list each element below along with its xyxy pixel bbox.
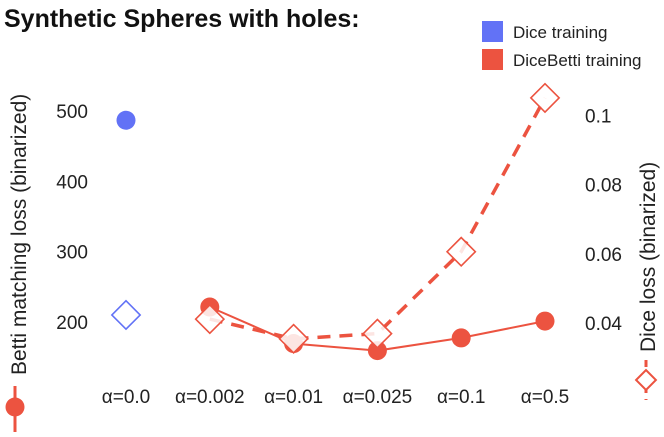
right-axis-legend-marker	[634, 368, 658, 392]
left-tick-label: 300	[56, 243, 88, 264]
right-tick-label: 0.08	[585, 176, 622, 197]
left-tick-label: 400	[56, 172, 88, 193]
left-tick-label: 500	[56, 102, 88, 123]
right-tick-label: 0.06	[585, 245, 622, 266]
x-tick-label: α=0.5	[521, 387, 570, 408]
dicebetti-training-betti-matching-loss-point	[451, 328, 471, 348]
x-tick-label: α=0.01	[264, 387, 323, 408]
x-tick-label: α=0.002	[175, 387, 245, 408]
dicebetti-training-dice-loss-point	[362, 318, 393, 349]
left-axis-label: Betti matching loss (binarized)	[5, 94, 31, 432]
dicebetti-training-betti-matching-loss-point	[535, 311, 555, 331]
right-axis-title: Dice loss (binarized)	[637, 162, 660, 352]
x-axis-ticks: α=0.0 α=0.002 α=0.01 α=0.025 α=0.1 α=0.5	[102, 387, 570, 408]
right-tick-label: 0.04	[585, 314, 622, 335]
right-axis-label: Dice loss (binarized)	[634, 162, 660, 400]
dicebetti-training-dice-loss-point	[194, 303, 226, 335]
x-tick-label: α=0.1	[437, 387, 486, 408]
dice-training-betti-matching-loss-point	[116, 110, 136, 130]
legend-swatch-dice	[482, 21, 503, 42]
dicebetti-training-betti-matching-loss-point	[367, 341, 387, 361]
left-tick-label: 200	[56, 313, 88, 334]
dicebetti-training-dice-loss-line	[209, 97, 547, 341]
legend-label-dicebetti: DiceBetti training	[513, 51, 642, 70]
series-layer	[110, 82, 561, 361]
chart-title: Synthetic Spheres with holes:	[4, 5, 360, 33]
legend-swatch-dicebetti	[482, 49, 503, 70]
dice-training-dice-loss-point	[110, 299, 142, 331]
left-axis-ticks: 200 300 400 500	[56, 102, 88, 334]
right-tick-label: 0.1	[585, 107, 611, 128]
dicebetti-training-dice-loss-point	[529, 82, 561, 114]
legend: Dice training DiceBetti training	[482, 21, 642, 70]
dicebetti-training-dice-loss-point	[445, 236, 477, 267]
legend-label-dice: Dice training	[513, 23, 608, 42]
x-tick-label: α=0.025	[343, 387, 413, 408]
left-axis-legend-marker	[5, 397, 25, 417]
left-axis-title: Betti matching loss (binarized)	[8, 94, 31, 375]
x-tick-label: α=0.0	[102, 387, 151, 408]
dicebetti-training-dice-loss-point	[278, 323, 309, 355]
right-axis-ticks: 0.04 0.06 0.08 0.1	[585, 107, 622, 335]
